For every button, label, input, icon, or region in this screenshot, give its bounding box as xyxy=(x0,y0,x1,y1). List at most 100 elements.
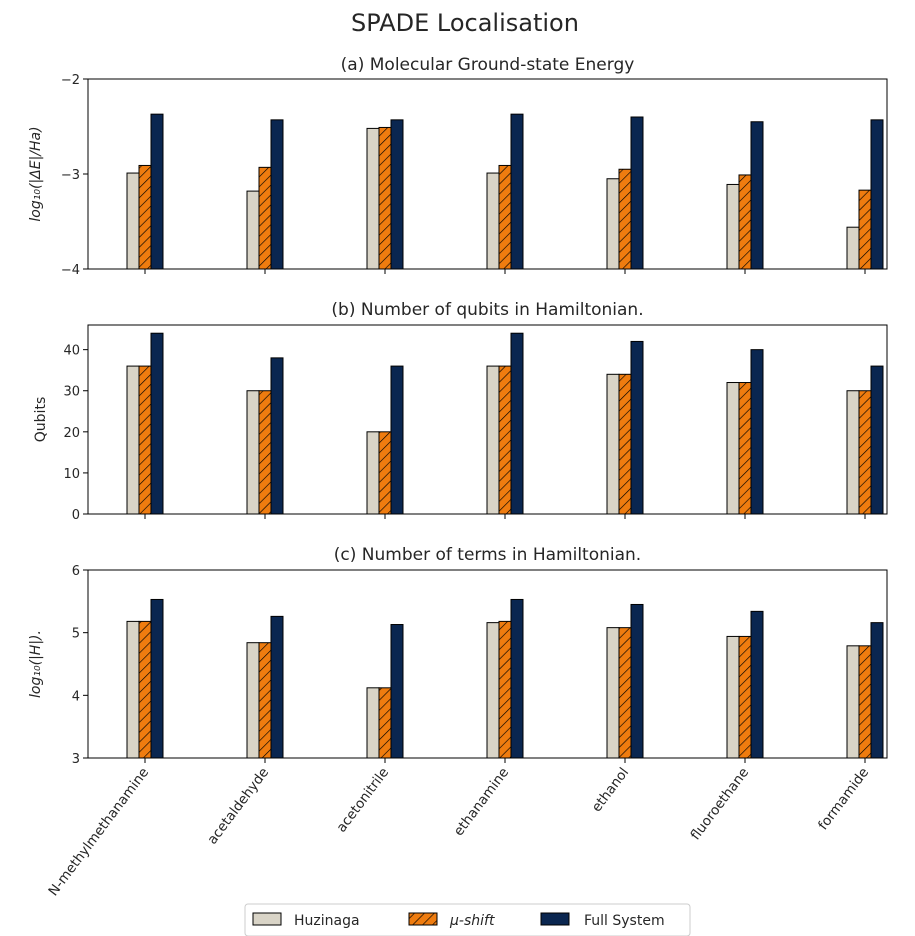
legend-label-mu-shift: μ-shift xyxy=(449,913,495,929)
panel-3-ylabel: log₁₀(|H|). xyxy=(28,630,44,698)
bar-huzinaga-acetaldehyde xyxy=(247,191,259,269)
panel-1: (a) Molecular Ground-state Energy −2 −3 −4 l… xyxy=(28,55,887,278)
bar-full-system-n-methylmethanamine xyxy=(151,114,163,269)
bar-huzinaga-ethanol xyxy=(607,179,619,269)
bar-full-system-acetonitrile xyxy=(391,366,403,514)
bar-mu-shift-formamide xyxy=(859,190,871,269)
bar-full-system-ethanol xyxy=(631,117,643,269)
y-tick-label: 3 xyxy=(72,752,80,767)
panel-1-title: (a) Molecular Ground-state Energy xyxy=(341,55,635,75)
bar-huzinaga-formamide xyxy=(847,227,859,269)
bar-mu-shift-n-methylmethanamine xyxy=(139,366,151,514)
bar-mu-shift-ethanamine xyxy=(499,165,511,269)
bar-mu-shift-fluoroethane xyxy=(739,175,751,269)
bar-mu-shift-acetonitrile xyxy=(379,127,391,269)
bar-full-system-formamide xyxy=(871,366,883,514)
bar-full-system-ethanamine xyxy=(511,333,523,514)
category-label-formamide: formamide xyxy=(815,765,872,833)
category-label-ethanol: ethanol xyxy=(589,765,632,815)
bar-full-system-fluoroethane xyxy=(751,611,763,758)
bar-huzinaga-ethanamine xyxy=(487,623,499,758)
bar-mu-shift-ethanol xyxy=(619,374,631,514)
bar-huzinaga-fluoroethane xyxy=(727,383,739,514)
bar-full-system-ethanamine xyxy=(511,114,523,269)
panel-2: (b) Number of qubits in Hamiltonian. 0 10 2… xyxy=(33,300,887,523)
legend: Huzinaga μ-shift Full System xyxy=(245,904,690,936)
bar-huzinaga-acetonitrile xyxy=(367,688,379,758)
bar-full-system-acetonitrile xyxy=(391,120,403,269)
category-labels: N-methylmethanamine acetaldehyde acetonitr… xyxy=(45,765,872,899)
panel-1-ylabel: log₁₀(|ΔE|/Ha) xyxy=(28,126,44,221)
bar-full-system-fluoroethane xyxy=(751,350,763,514)
bar-huzinaga-formamide xyxy=(847,391,859,514)
y-tick-label: 40 xyxy=(63,344,80,359)
bar-full-system-ethanol xyxy=(631,341,643,514)
y-tick-label: 6 xyxy=(72,564,80,579)
bar-huzinaga-ethanol xyxy=(607,628,619,758)
bar-mu-shift-fluoroethane xyxy=(739,636,751,758)
bar-mu-shift-ethanol xyxy=(619,628,631,758)
y-tick-label: −4 xyxy=(61,263,80,278)
bar-huzinaga-acetonitrile xyxy=(367,432,379,514)
y-tick-label: 20 xyxy=(63,426,80,441)
bar-mu-shift-n-methylmethanamine xyxy=(139,165,151,269)
bar-full-system-fluoroethane xyxy=(751,122,763,269)
category-label-acetonitrile: acetonitrile xyxy=(333,765,392,836)
bar-full-system-acetaldehyde xyxy=(271,358,283,514)
legend-label-full-system: Full System xyxy=(584,913,665,929)
bar-huzinaga-ethanamine xyxy=(487,366,499,514)
bar-huzinaga-formamide xyxy=(847,646,859,758)
legend-swatch-full-system xyxy=(541,913,569,925)
bar-huzinaga-acetaldehyde xyxy=(247,391,259,514)
chart-panels: (a) Molecular Ground-state Energy −2 −3 −4 l… xyxy=(28,55,887,767)
category-label-n-methylmethanamine: N-methylmethanamine xyxy=(45,765,152,899)
y-tick-label: 0 xyxy=(72,508,80,523)
y-tick-label: 5 xyxy=(72,627,80,642)
legend-swatch-mu-shift xyxy=(409,913,437,925)
bar-full-system-formamide xyxy=(871,623,883,758)
bar-mu-shift-formamide xyxy=(859,646,871,758)
bar-huzinaga-ethanamine xyxy=(487,173,499,269)
legend-swatch-huzinaga xyxy=(253,913,281,925)
category-label-acetaldehyde: acetaldehyde xyxy=(204,765,272,848)
y-tick-label: 10 xyxy=(63,467,80,482)
bar-huzinaga-fluoroethane xyxy=(727,184,739,269)
panel-3-title: (c) Number of terms in Hamiltonian. xyxy=(334,545,641,565)
bar-mu-shift-formamide xyxy=(859,391,871,514)
panel-2-title: (b) Number of qubits in Hamiltonian. xyxy=(331,300,643,320)
y-tick-label: −2 xyxy=(61,73,80,88)
bar-full-system-ethanol xyxy=(631,604,643,758)
panel-3: (c) Number of terms in Hamiltonian. 3 4 5 6 l… xyxy=(28,545,887,767)
bar-full-system-acetaldehyde xyxy=(271,616,283,758)
bar-mu-shift-n-methylmethanamine xyxy=(139,621,151,758)
bar-mu-shift-acetaldehyde xyxy=(259,643,271,758)
panel-2-ylabel: Qubits xyxy=(33,397,49,442)
bar-huzinaga-n-methylmethanamine xyxy=(127,366,139,514)
y-tick-label: 4 xyxy=(72,689,80,704)
category-label-fluoroethane: fluoroethane xyxy=(688,765,753,843)
bar-mu-shift-fluoroethane xyxy=(739,383,751,514)
category-label-ethanamine: ethanamine xyxy=(451,765,513,839)
legend-label-huzinaga: Huzinaga xyxy=(294,913,360,929)
bar-full-system-n-methylmethanamine xyxy=(151,333,163,514)
y-tick-label: −3 xyxy=(61,168,80,183)
bar-mu-shift-ethanol xyxy=(619,169,631,269)
bar-huzinaga-fluoroethane xyxy=(727,636,739,758)
figure-title: SPADE Localisation xyxy=(351,9,579,37)
bar-mu-shift-acetaldehyde xyxy=(259,167,271,269)
bar-mu-shift-acetonitrile xyxy=(379,688,391,758)
bar-huzinaga-n-methylmethanamine xyxy=(127,621,139,758)
bar-full-system-acetaldehyde xyxy=(271,120,283,269)
bar-huzinaga-n-methylmethanamine xyxy=(127,173,139,269)
bar-full-system-ethanamine xyxy=(511,599,523,758)
y-tick-label: 30 xyxy=(63,385,80,400)
bar-full-system-formamide xyxy=(871,120,883,269)
bar-mu-shift-acetonitrile xyxy=(379,432,391,514)
bar-mu-shift-ethanamine xyxy=(499,621,511,758)
bar-mu-shift-ethanamine xyxy=(499,366,511,514)
bar-huzinaga-acetaldehyde xyxy=(247,643,259,758)
bar-full-system-n-methylmethanamine xyxy=(151,599,163,758)
bar-huzinaga-acetonitrile xyxy=(367,128,379,269)
bar-mu-shift-acetaldehyde xyxy=(259,391,271,514)
